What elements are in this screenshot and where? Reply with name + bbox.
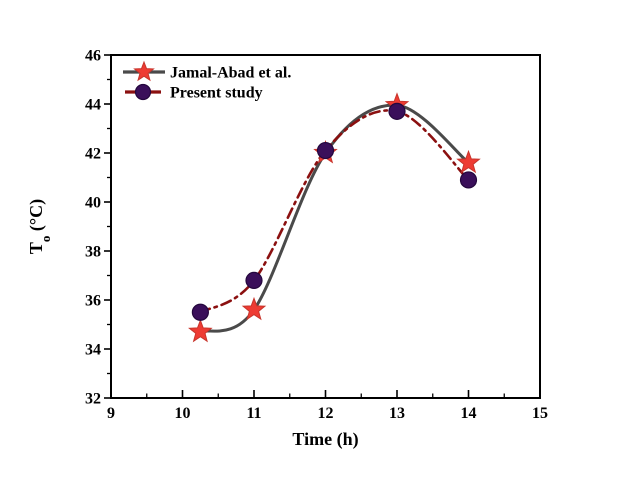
x-axis-tick-label: 11 [246, 405, 261, 422]
legend-circle-marker [134, 83, 152, 101]
x-axis-tick-label: 13 [389, 405, 405, 422]
star-marker [241, 296, 267, 321]
x-axis-title: Time (h) [292, 429, 358, 450]
y-axis-tick-label: 44 [85, 97, 101, 114]
x-axis-tick-label: 10 [175, 405, 191, 422]
y-axis-tick-label: 40 [85, 195, 101, 212]
y-axis-tick-label: 32 [85, 391, 101, 408]
y-axis-tick-label: 34 [85, 342, 101, 359]
y-axis-tick-label: 36 [85, 293, 101, 310]
x-axis-tick-label: 12 [318, 405, 334, 422]
circle-marker [316, 141, 335, 160]
x-axis-tick-label: 9 [107, 405, 115, 422]
series-line-present-study [199, 109, 470, 314]
legend-label-present-study: Present study [170, 85, 263, 102]
y-axis-title: To (°C) [26, 199, 53, 254]
legend-star-marker [133, 60, 155, 82]
x-axis-tick-label: 14 [461, 405, 477, 422]
y-axis-tick-label: 46 [85, 48, 101, 65]
circle-marker [245, 271, 263, 289]
star-marker [456, 149, 481, 174]
circle-marker [388, 102, 406, 120]
y-axis-tick-label: 42 [85, 146, 101, 163]
circle-marker [459, 171, 478, 189]
circle-marker [191, 303, 209, 321]
star-marker [188, 318, 213, 343]
plot-border [110, 54, 541, 399]
y-axis-tick-label: 38 [85, 244, 101, 261]
x-axis-tick-label: 15 [532, 405, 548, 422]
legend-label-jamal-abad: Jamal-Abad et al. [170, 65, 291, 82]
